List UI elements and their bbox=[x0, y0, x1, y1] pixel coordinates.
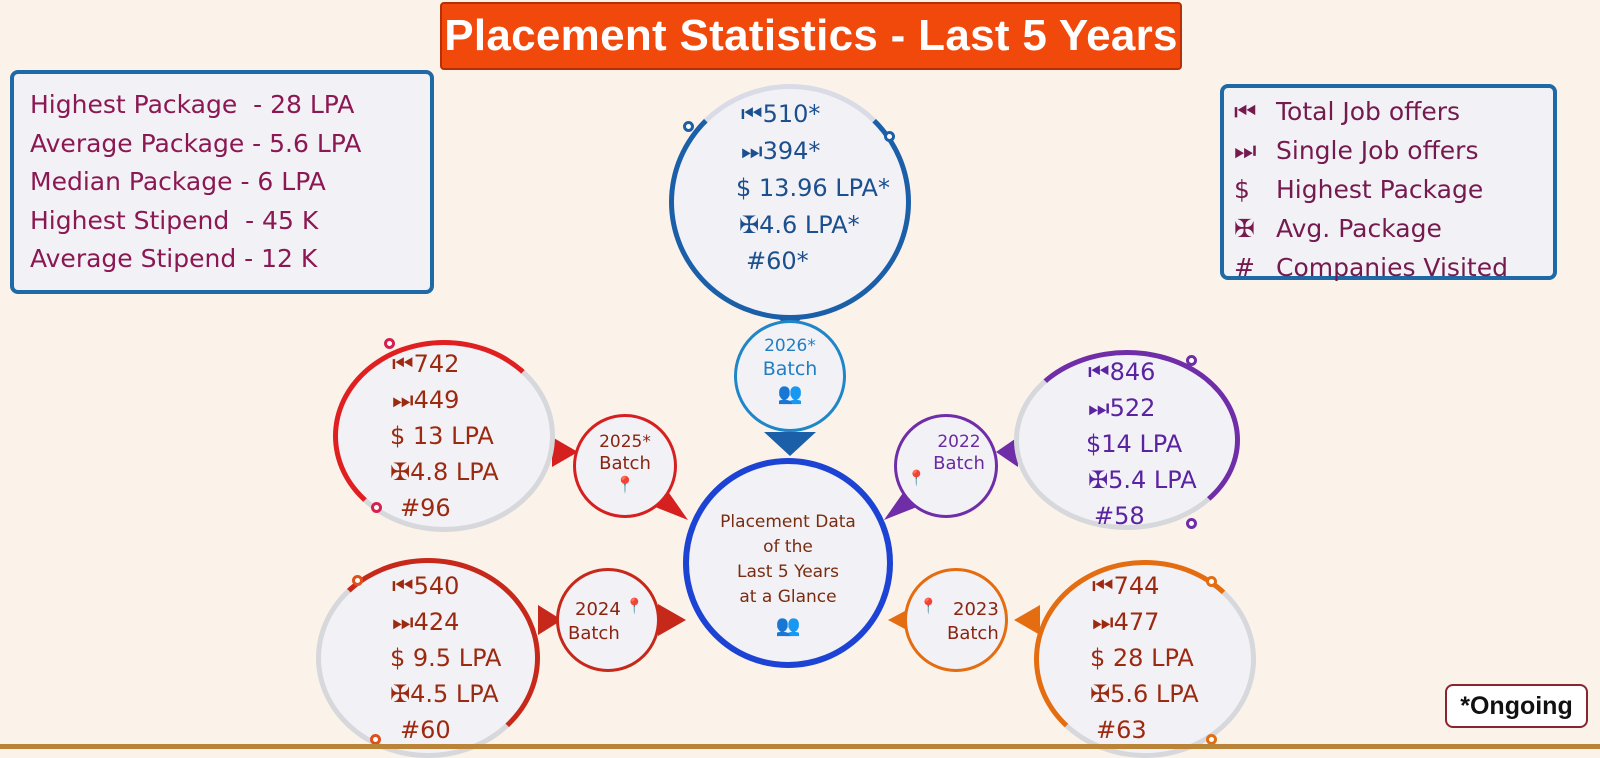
ring-dot bbox=[370, 734, 381, 745]
group-people-icon: 👥 bbox=[777, 381, 803, 405]
circle-2023 bbox=[1034, 560, 1256, 758]
summary-average-stipend: Average Stipend - 12 K bbox=[30, 244, 318, 273]
ring-dot bbox=[1186, 355, 1197, 366]
pointer-2024-left bbox=[538, 605, 562, 635]
stat-2026-total: ⏮510* bbox=[741, 100, 821, 128]
legend-label: Companies Visited bbox=[1276, 253, 1508, 282]
center-line-4: at a Glance bbox=[739, 587, 837, 607]
pointer-2023-right bbox=[1014, 605, 1040, 635]
meeting-icon: 👥 bbox=[775, 613, 801, 637]
single-offers-icon: ⏭ bbox=[1234, 136, 1257, 165]
legend-label: Avg. Package bbox=[1276, 214, 1442, 243]
circle-2022 bbox=[1014, 350, 1240, 530]
legend-item-single-offers: ⏭ Single Job offers bbox=[1234, 131, 1553, 170]
stat-2022-avg: ✠5.4 LPA bbox=[1088, 466, 1197, 494]
stat-2022-companies: #58 bbox=[1094, 502, 1145, 530]
stat-2025-total: ⏮742 bbox=[392, 350, 460, 378]
circle-2025 bbox=[333, 340, 555, 532]
stat-2022-total: ⏮846 bbox=[1088, 358, 1156, 386]
legend-label: Single Job offers bbox=[1276, 136, 1479, 165]
dollar-icon: $ bbox=[1234, 175, 1250, 204]
stat-2024-total: ⏮540 bbox=[392, 572, 460, 600]
legend-item-highest-package: $ Highest Package bbox=[1234, 170, 1553, 209]
stat-2024-companies: #60 bbox=[400, 716, 451, 744]
title-banner: Placement Statistics - Last 5 Years bbox=[440, 2, 1182, 70]
stat-2022-single: ⏭522 bbox=[1088, 394, 1156, 422]
badge-2023-year: 2023 bbox=[953, 599, 999, 620]
badge-2022-year: 2022 bbox=[937, 432, 981, 452]
pointer-2026-bottom bbox=[764, 432, 816, 456]
pointer-2025-left bbox=[552, 437, 578, 467]
ring-dot bbox=[1186, 518, 1197, 529]
stat-2023-total: ⏮744 bbox=[1092, 572, 1160, 600]
stat-2026-companies: #60* bbox=[746, 247, 809, 275]
legend-item-companies: # Companies Visited bbox=[1234, 248, 1553, 287]
legend-label: Highest Package bbox=[1276, 175, 1484, 204]
pointer-2022-right bbox=[996, 437, 1018, 467]
badge-2024-label: Batch bbox=[568, 623, 620, 644]
stat-2026-single: ⏭394* bbox=[741, 137, 821, 165]
ring-dot bbox=[352, 575, 363, 586]
summary-average-package: Average Package - 5.6 LPA bbox=[30, 128, 362, 158]
legend-item-avg-package: ✠ Avg. Package bbox=[1234, 209, 1553, 248]
pointer-2024-right bbox=[658, 604, 686, 636]
center-line-1: Placement Data bbox=[720, 512, 856, 532]
stat-2023-single: ⏭477 bbox=[1092, 608, 1160, 636]
page-title: Placement Statistics - Last 5 Years bbox=[444, 11, 1178, 60]
legend-box: ⏮ Total Job offers ⏭ Single Job offers $ Hi… bbox=[1220, 84, 1557, 282]
ring-dot bbox=[371, 502, 382, 513]
stat-2026-highest: $ 13.96 LPA* bbox=[736, 174, 890, 202]
stat-2024-single: ⏭424 bbox=[392, 608, 460, 636]
badge-2025: 2025* Batch 📍 bbox=[573, 414, 677, 518]
center-line-2: of the bbox=[763, 537, 813, 557]
summary-highest-package: Highest Package - 28 LPA bbox=[30, 90, 355, 119]
badge-2024: 2024 Batch 📍 bbox=[556, 568, 660, 672]
badge-2025-year: 2025* bbox=[599, 432, 651, 452]
badge-2022: 2022 Batch 📍 bbox=[894, 414, 998, 518]
stat-2023-companies: #63 bbox=[1096, 716, 1147, 744]
badge-2023-label: Batch bbox=[947, 623, 999, 644]
location-group-icon: 📍 bbox=[919, 597, 938, 615]
badge-2022-label: Batch bbox=[933, 453, 985, 474]
circle-2026 bbox=[669, 84, 911, 320]
badge-2026: 2026* Batch 👥 bbox=[734, 320, 846, 432]
stat-2023-highest: $ 28 LPA bbox=[1090, 644, 1194, 672]
badge-2026-label: Batch bbox=[762, 358, 818, 380]
stat-2025-avg: ✠4.8 LPA bbox=[390, 458, 499, 486]
ring-dot bbox=[1206, 576, 1217, 587]
location-group-icon: 📍 bbox=[615, 475, 635, 494]
cross-icon: ✠ bbox=[1234, 214, 1255, 243]
center-circle: Placement Data of the Last 5 Years at a … bbox=[683, 458, 893, 668]
badge-2026-year: 2026* bbox=[764, 336, 816, 356]
stat-2024-highest: $ 9.5 LPA bbox=[390, 644, 502, 672]
legend-item-total-offers: ⏮ Total Job offers bbox=[1234, 92, 1553, 131]
stat-2025-companies: #96 bbox=[400, 494, 451, 522]
stat-2023-avg: ✠5.6 LPA bbox=[1090, 680, 1199, 708]
center-line-3: Last 5 Years bbox=[737, 562, 839, 582]
ring-dot bbox=[1206, 734, 1217, 745]
stat-2024-avg: ✠4.5 LPA bbox=[390, 680, 499, 708]
ongoing-note: *Ongoing bbox=[1445, 684, 1588, 728]
stat-2022-highest: $14 LPA bbox=[1086, 430, 1183, 458]
location-group-icon: 📍 bbox=[625, 597, 644, 615]
ongoing-note-text: *Ongoing bbox=[1460, 691, 1573, 720]
ring-dot bbox=[884, 131, 895, 142]
stat-2025-highest: $ 13 LPA bbox=[390, 422, 494, 450]
stat-2025-single: ⏭449 bbox=[392, 386, 460, 414]
summary-median-package: Median Package - 6 LPA bbox=[30, 167, 326, 196]
total-offers-icon: ⏮ bbox=[1234, 97, 1257, 126]
summary-box: Highest Package - 28 LPA Average Package… bbox=[10, 70, 434, 294]
ring-dot bbox=[384, 338, 395, 349]
ring-dot bbox=[683, 121, 694, 132]
stat-2026-avg: ✠4.6 LPA* bbox=[739, 211, 860, 239]
badge-2025-label: Batch bbox=[599, 453, 651, 474]
hash-icon: # bbox=[1234, 253, 1255, 282]
bottom-divider bbox=[0, 744, 1600, 749]
badge-2024-year: 2024 bbox=[575, 599, 621, 620]
legend-label: Total Job offers bbox=[1276, 97, 1461, 126]
summary-highest-stipend: Highest Stipend - 45 K bbox=[30, 205, 319, 235]
badge-2023: 2023 Batch 📍 bbox=[904, 568, 1008, 672]
location-group-icon: 📍 bbox=[907, 469, 926, 487]
